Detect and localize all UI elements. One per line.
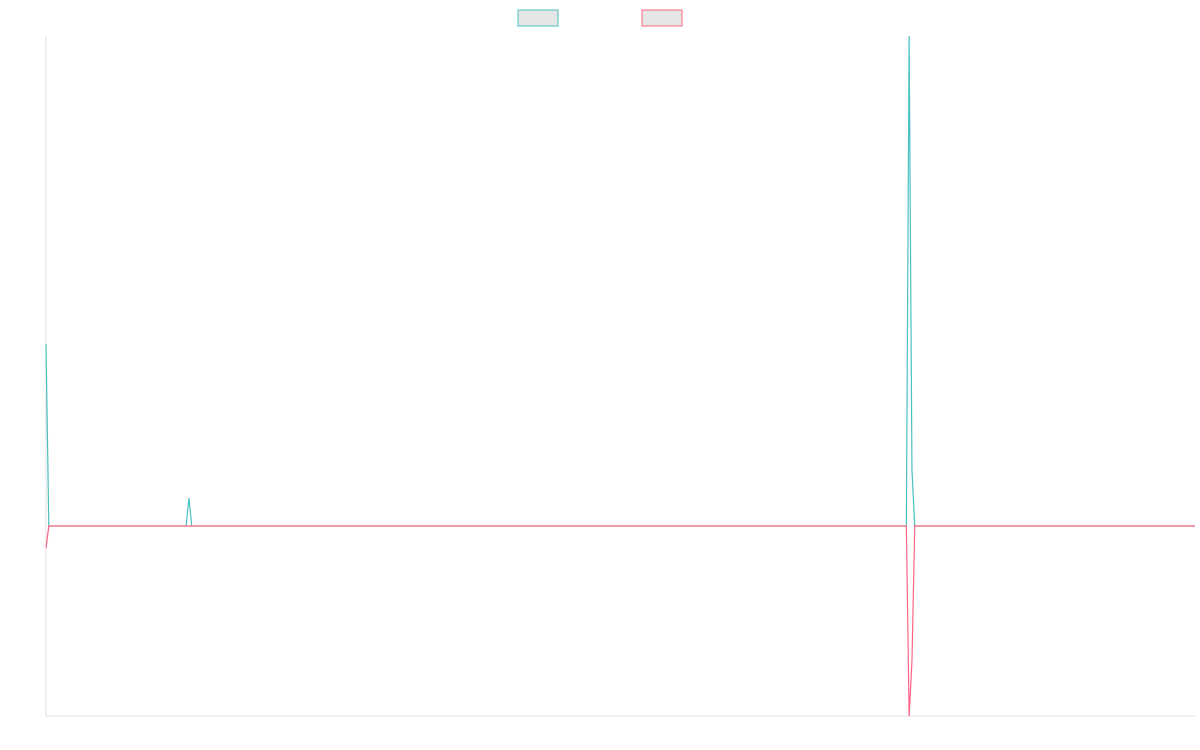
series-line [45,35,1195,527]
legend-swatch[interactable] [641,9,683,27]
legend-swatch[interactable] [517,9,559,27]
series-line [45,525,1195,717]
